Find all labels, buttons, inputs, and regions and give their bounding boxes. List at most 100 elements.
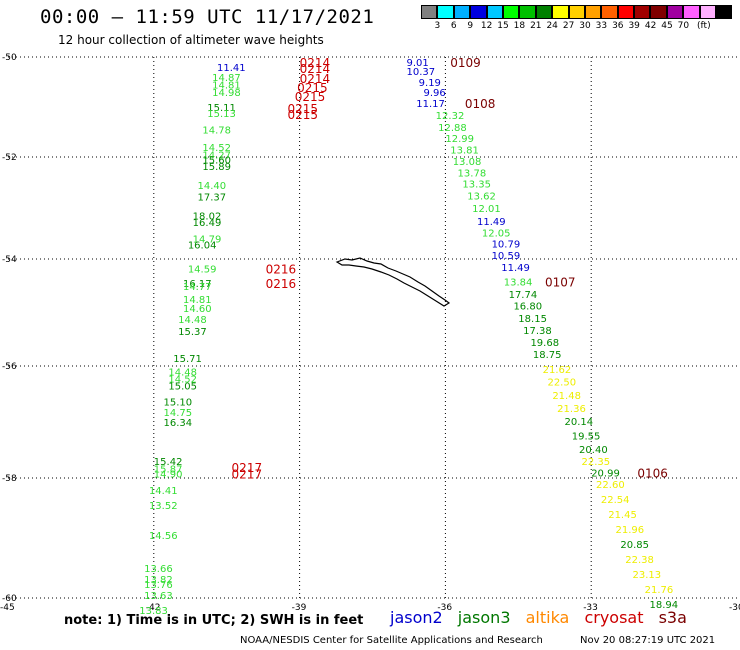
pass-time-label: 0215 <box>287 108 318 122</box>
legend-label: 9 <box>467 21 474 31</box>
legend-label: 42 <box>644 21 657 31</box>
legend-altika: altika <box>525 608 570 627</box>
legend-swatch <box>617 5 635 19</box>
legend-label: 21 <box>530 21 542 31</box>
wave-height-value: 20.99 <box>591 468 620 479</box>
wave-height-value: 20.14 <box>564 417 593 428</box>
wave-height-value: 12.32 <box>436 111 465 122</box>
wave-height-value: 15.71 <box>173 354 202 365</box>
wave-height-value: 15.11 <box>207 103 236 114</box>
wave-height-value: 13.81 <box>450 146 479 157</box>
pass-time-label: 0215 <box>297 81 328 95</box>
wave-height-value: 12.05 <box>482 228 511 239</box>
wave-height-value: 22.54 <box>601 495 630 506</box>
wave-height-value: 15.13 <box>207 109 236 120</box>
wave-height-value: 15.89 <box>202 162 231 173</box>
wave-height-value: 21.96 <box>616 525 645 536</box>
wave-height-value: 16.80 <box>513 302 542 313</box>
legend-swatch <box>634 5 651 19</box>
pass-time-label: 0216 <box>266 263 297 277</box>
lat-tick-label: -54 <box>2 255 17 265</box>
wave-height-value: 13.35 <box>462 180 491 191</box>
page-subtitle: 12 hour collection of altimeter wave hei… <box>58 33 324 47</box>
lon-tick-label: -36 <box>437 603 452 613</box>
wave-height-value: 17.37 <box>198 192 227 203</box>
legend-label: 45 <box>661 21 673 31</box>
wave-height-value: 22.35 <box>581 457 610 468</box>
wave-height-value: 14.48 <box>178 315 207 326</box>
legend-label: 39 <box>628 21 640 31</box>
wave-height-value: 15.87 <box>154 464 183 475</box>
legend-swatch <box>502 5 520 19</box>
track-west-observations: 11.4114.8714.8114.9815.1115.1314.7814.52… <box>139 63 245 617</box>
footer-generated-time: Nov 20 08:27:19 UTC 2021 <box>580 635 716 646</box>
wave-height-value: 21.76 <box>645 585 674 596</box>
legend-label: 70 <box>677 21 690 31</box>
wave-height-value: 11.41 <box>217 63 246 74</box>
wave-height-value: 23.13 <box>633 570 662 581</box>
legend-label: 27 <box>562 21 575 31</box>
wave-height-value: 18.94 <box>650 600 679 611</box>
wave-height-value: 9.01 <box>407 58 429 69</box>
wave-height-value: 11.49 <box>477 217 506 228</box>
wave-height-value: 14.52 <box>168 374 197 385</box>
wave-height-value: 19.68 <box>530 338 559 349</box>
legend-jason3: jason3 <box>457 608 511 627</box>
legend-swatch <box>552 5 569 19</box>
pass-time-label: 0108 <box>465 97 496 111</box>
wave-height-value: 15.37 <box>178 327 207 338</box>
legend-label: 3 <box>434 21 441 31</box>
wave-height-value: 19.55 <box>572 431 601 442</box>
legend-label: 24 <box>546 21 558 31</box>
legend-swatches <box>421 5 733 19</box>
wave-height-value: 14.75 <box>164 408 193 419</box>
legend-label: 6 <box>450 21 457 31</box>
map-grid <box>8 56 737 599</box>
wave-height-value: 18.75 <box>533 350 562 361</box>
wave-height-value: 10.79 <box>492 240 521 251</box>
wave-height-value: 13.83 <box>139 606 168 617</box>
wave-height-value: 12.01 <box>472 204 501 215</box>
wave-height-value: 21.48 <box>552 391 581 402</box>
wave-height-value: 14.56 <box>149 531 178 542</box>
wave-height-value: 16.04 <box>188 241 217 252</box>
lat-tick-label: -60 <box>2 594 17 604</box>
lon-tick-label: -45 <box>0 603 15 613</box>
wave-height-value: 14.52 <box>202 143 231 154</box>
wave-height-value: 14.79 <box>193 235 222 246</box>
pass-time-label: 0217 <box>232 468 263 482</box>
south-georgia-island-outline <box>335 257 451 307</box>
pass-time-label: 0217 <box>232 461 263 475</box>
legend-swatch <box>421 5 438 19</box>
wave-height-value: 13.63 <box>144 591 173 602</box>
legend-swatch <box>519 5 536 19</box>
legend-label: 12 <box>480 21 493 31</box>
legend-s3a: s3a <box>658 608 687 627</box>
legend-swatch <box>666 5 684 19</box>
wave-height-value: 21.62 <box>543 365 572 376</box>
wave-height-value: 13.76 <box>144 580 173 591</box>
lat-tick-label: -58 <box>2 474 17 484</box>
wave-height-value: 15.42 <box>154 457 183 468</box>
pass-time-labels: 0214021402140215021502150215021602160217… <box>232 56 668 482</box>
legend-labels: 3 6 9 12 15 18 21 24 27 30 33 36 39 42 45 70 (ft) <box>421 19 732 33</box>
legend-swatch <box>716 5 733 19</box>
page-title: 00:00 – 11:59 UTC 11/17/2021 <box>40 6 375 28</box>
wave-height-value: 14.81 <box>212 81 241 92</box>
wave-height-value: 12.99 <box>445 134 474 145</box>
satellite-legend: jason2 jason3 altika cryosat s3a <box>390 608 697 627</box>
legend-swatch <box>437 5 454 19</box>
wave-height-value: 11.49 <box>501 263 530 274</box>
lon-tick-label: -30 <box>729 603 740 613</box>
wave-height-value: 13.84 <box>504 277 533 288</box>
legend-label: (ft) <box>697 21 711 31</box>
wave-height-value: 13.82 <box>144 575 173 586</box>
wave-height-value: 13.62 <box>467 191 496 202</box>
legend-swatch <box>650 5 667 19</box>
legend-swatch <box>601 5 618 19</box>
wave-height-value: 22.38 <box>625 555 654 566</box>
wave-height-value: 20.85 <box>620 540 649 551</box>
wave-height-value: 15.10 <box>164 397 193 408</box>
wave-height-value: 9.19 <box>419 78 441 89</box>
